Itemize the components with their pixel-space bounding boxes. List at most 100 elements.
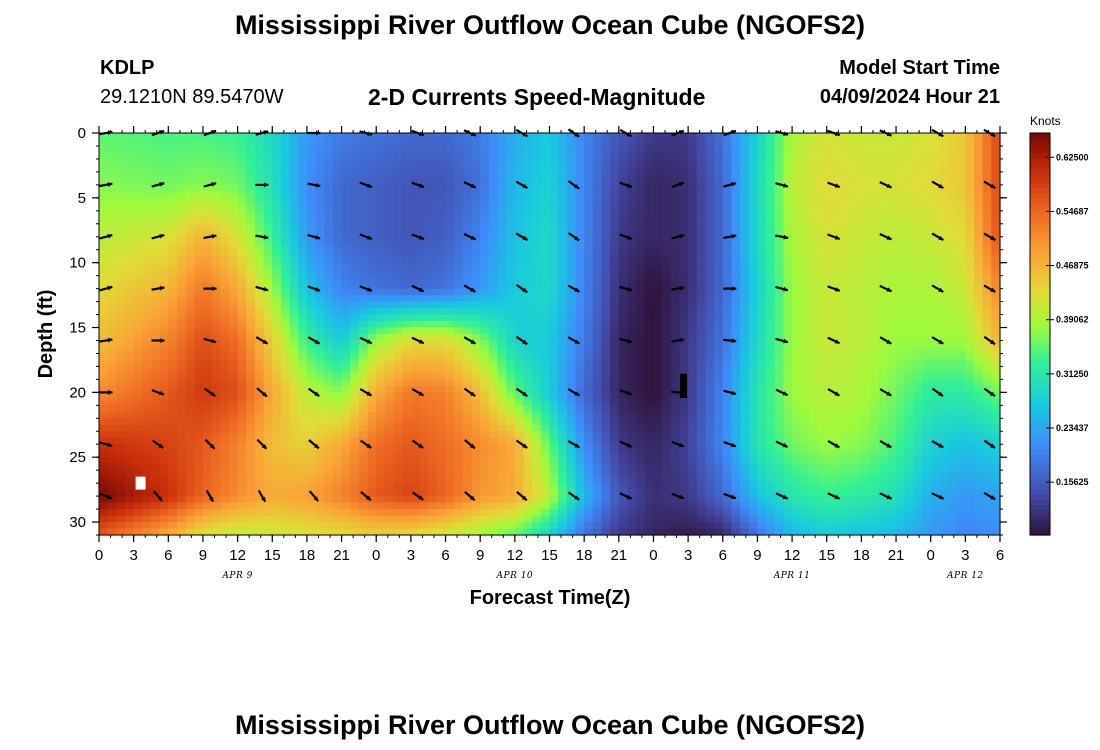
heatmap-cell [740,301,750,309]
heatmap-cell [800,308,810,316]
heatmap-cell [298,223,308,231]
heatmap-cell [887,178,897,186]
heatmap-cell [939,288,949,296]
heatmap-cell [246,184,256,192]
heatmap-cell [870,249,880,257]
heatmap-cell [228,334,239,342]
heatmap-cell [800,334,810,342]
heatmap-cell [662,171,672,179]
heatmap-cell [558,366,568,374]
heatmap-cell [956,346,966,355]
heatmap-cell [584,392,594,400]
heatmap-cell [480,334,490,342]
heatmap-cell [904,288,914,296]
heatmap-cell [480,262,490,270]
heatmap-cell [540,282,551,290]
heatmap-cell [991,282,1001,290]
heatmap-cell [956,340,966,348]
heatmap-cell [462,411,473,419]
heatmap-cell [965,346,975,355]
heatmap-cell [194,275,204,283]
heatmap-cell [662,269,672,277]
heatmap-cell [246,411,256,419]
heatmap-cell [159,223,169,231]
heatmap-cell [974,418,984,426]
heatmap-cell [835,366,845,374]
heatmap-cell [514,171,525,179]
heatmap-cell [497,334,507,342]
heatmap-cell [176,236,187,244]
heatmap-cell [298,346,308,355]
heatmap-cell [844,346,854,355]
heatmap-cell [185,359,195,368]
heatmap-cell [601,249,611,257]
heatmap-cell [419,223,429,231]
heatmap-cell [194,340,204,348]
heatmap-cell [168,346,178,355]
heatmap-cell [956,152,966,160]
heatmap-cell [887,346,897,355]
heatmap-cell [766,398,776,406]
heatmap-cell [150,165,161,173]
heatmap-cell [514,191,525,199]
heatmap-cell [852,398,862,406]
heatmap-cell [376,262,386,270]
heatmap-cell [324,158,334,167]
heatmap-cell [298,262,308,270]
heatmap-cell [688,295,698,303]
heatmap-cell [826,230,836,238]
heatmap-cell [159,210,169,218]
heatmap-cell [601,431,611,439]
heatmap-cell [116,418,126,426]
heatmap-cell [575,308,585,316]
heatmap-cell [982,158,992,167]
heatmap-cell [540,379,551,387]
heatmap-cell [142,210,152,218]
heatmap-cell [168,418,178,426]
heatmap-cell [818,145,828,154]
heatmap-cell [497,418,507,426]
heatmap-cell [844,210,854,218]
heatmap-cell [991,210,1001,218]
heatmap-cell [341,171,351,179]
heatmap-cell [696,385,707,393]
heatmap-cell [592,314,603,322]
heatmap-cell [228,340,239,348]
heatmap-cell [809,301,819,309]
heatmap-cell [852,152,862,160]
heatmap-cell [870,171,880,179]
heatmap-cell [662,405,672,413]
heatmap-cell [982,327,992,335]
heatmap-cell [341,346,351,355]
heatmap-cell [731,178,741,186]
heatmap-cell [315,139,325,147]
heatmap-cell [887,327,897,335]
heatmap-cell [237,210,247,218]
heatmap-cell [774,243,785,251]
heatmap-cell [436,269,447,277]
heatmap-cell [341,139,351,147]
heatmap-cell [653,340,663,348]
heatmap-cell [532,152,542,160]
heatmap-cell [740,424,750,432]
heatmap-cell [116,321,126,329]
heatmap-cell [774,210,785,218]
heatmap-cell [705,366,715,374]
heatmap-cell [809,145,819,154]
heatmap-cell [566,385,577,393]
heatmap-cell [575,359,585,368]
heatmap-cell [835,372,845,380]
heatmap-cell [896,158,906,167]
heatmap-cell [878,334,888,342]
heatmap-cell [939,405,949,413]
heatmap-cell [757,392,767,400]
heatmap-cell [246,236,256,244]
heatmap-cell [896,411,906,419]
heatmap-cell [454,424,464,432]
heatmap-cell [740,210,750,218]
heatmap-cell [99,217,109,225]
heatmap-cell [965,133,975,141]
heatmap-cell [636,204,646,212]
heatmap-cell [844,379,854,387]
heatmap-cell [948,392,958,400]
